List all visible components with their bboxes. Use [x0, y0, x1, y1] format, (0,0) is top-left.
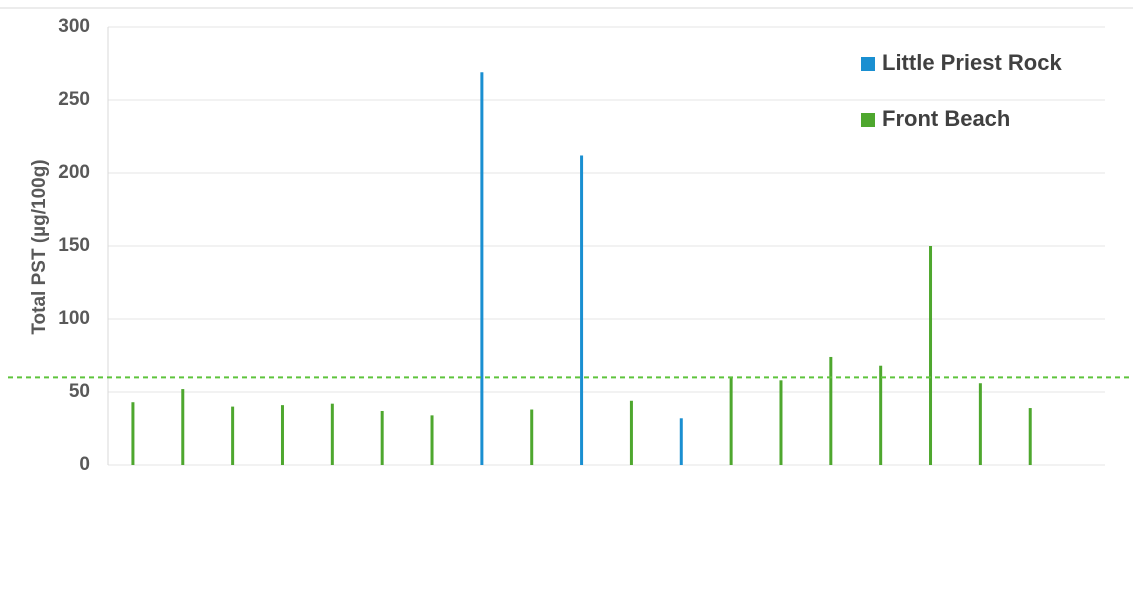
bar	[929, 246, 933, 465]
y-tick-label: 300	[58, 16, 90, 37]
bar	[131, 402, 135, 465]
bar	[330, 403, 334, 465]
y-tick-label: 250	[58, 89, 90, 110]
legend-label: Little Priest Rock	[882, 50, 1062, 75]
y-axis-label: Total PST (µg/100g)	[29, 159, 50, 334]
bar	[181, 389, 185, 465]
legend-swatch	[861, 57, 875, 71]
bar	[829, 356, 833, 465]
bar	[729, 377, 733, 465]
bar	[231, 406, 235, 465]
bar	[879, 365, 883, 465]
y-tick-label: 0	[79, 454, 90, 475]
y-tick-label: 200	[58, 162, 90, 183]
bar	[530, 409, 534, 465]
bar	[380, 410, 384, 465]
bar	[430, 415, 434, 465]
y-tick-label: 100	[58, 308, 90, 329]
y-tick-label: 50	[69, 381, 90, 402]
bar	[580, 155, 584, 466]
bar	[1028, 408, 1032, 465]
bar	[629, 400, 633, 465]
bar	[480, 72, 484, 465]
bar	[779, 380, 783, 465]
y-tick-label: 150	[58, 235, 90, 256]
legend-swatch	[861, 113, 875, 127]
bar	[280, 405, 284, 465]
bar	[679, 418, 683, 465]
legend-label: Front Beach	[882, 106, 1010, 131]
bar	[978, 383, 982, 465]
